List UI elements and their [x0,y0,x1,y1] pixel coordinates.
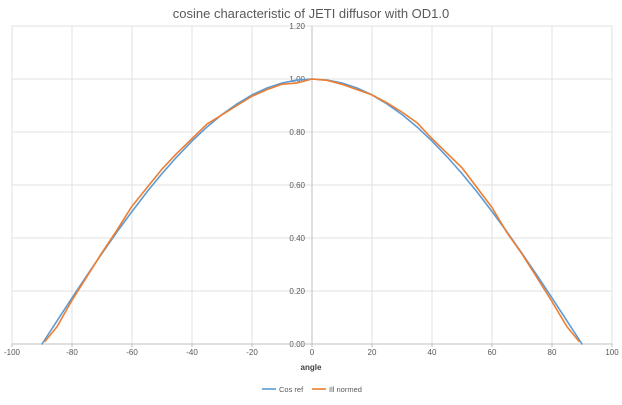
y-tick-label: 0.60 [289,181,305,190]
y-tick-label: 1.20 [289,22,305,31]
x-tick-label: 40 [428,348,437,357]
legend-label: Ill normed [329,385,362,394]
x-tick-label: -60 [126,348,138,357]
y-tick-label: 0.80 [289,128,305,137]
x-tick-label: 0 [310,348,315,357]
legend: Cos ref Ill normed [262,385,362,394]
series-line-ill-normed [44,78,580,343]
axes: -100 -80 -60 -40 -20 0 20 40 60 80 1000.000.200.40… [4,22,619,357]
x-tick-label: 20 [368,348,377,357]
series-lines [41,78,583,345]
x-tick-label: 100 [605,348,619,357]
x-tick-label: 60 [488,348,497,357]
chart-title: cosine characteristic of JETI diffusor w… [173,6,449,21]
x-tick-label: -100 [4,348,21,357]
x-tick-label: -80 [66,348,78,357]
y-tick-label: 0.20 [289,287,305,296]
y-tick-label: 0.40 [289,234,305,243]
x-tick-label: -40 [186,348,198,357]
legend-label: Cos ref [279,385,304,394]
x-tick-label: 80 [548,348,557,357]
x-tick-label: -20 [246,348,258,357]
x-axis-label: angle [301,363,322,372]
